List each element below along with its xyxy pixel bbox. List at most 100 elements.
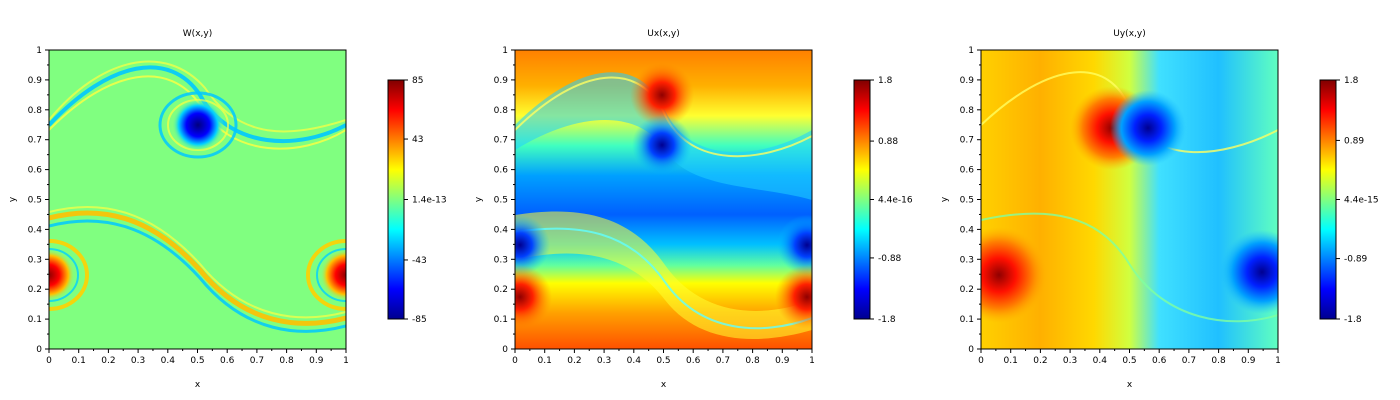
colorbar-tick-label: -0.88 (878, 254, 902, 264)
colorbar-tick-label: 0.89 (1344, 136, 1364, 146)
x-axis-label: x (1127, 380, 1133, 390)
x-tick-label: 0.5 (190, 356, 204, 366)
x-tick-label: 0.5 (1122, 356, 1136, 366)
x-tick-label: 0.7 (716, 356, 730, 366)
x-tick-label: 0.9 (1241, 356, 1256, 366)
plot-panel-uy: Uy(x,y) 0 0.1 0.2 0.3 0.4 0.5 0.6 0.7 0.8 0.9 1 0 0.… (940, 29, 1379, 390)
y-axis-label: y (8, 196, 18, 202)
y-tick-label: 0.2 (28, 285, 42, 295)
x-tick-label: 0.3 (1063, 356, 1077, 366)
x-tick-label: 0.3 (131, 356, 145, 366)
x-tick-label: 0.5 (656, 356, 670, 366)
colorbar-tick-label: 1.8 (878, 76, 893, 86)
y-tick-label: 0 (502, 345, 508, 355)
x-tick-label: 0.7 (1182, 356, 1196, 366)
y-tick-label: 0.6 (960, 166, 975, 176)
heatmap-field (981, 50, 1278, 349)
y-tick-label: 1 (968, 46, 974, 56)
x-tick-label: 0.8 (745, 356, 760, 366)
x-tick-label: 0.9 (775, 356, 790, 366)
colorbar-tick-label: 4.4e-16 (878, 196, 913, 206)
x-tick-label: 0.2 (101, 356, 115, 366)
y-tick-label: 0.2 (494, 285, 508, 295)
x-tick-label: 0.6 (686, 356, 701, 366)
y-tick-label: 0 (968, 345, 974, 355)
y-tick-label: 0.4 (960, 225, 975, 235)
y-tick-label: 0.4 (28, 225, 43, 235)
y-tick-label: 0.3 (28, 255, 42, 265)
x-tick-label: 0.1 (72, 356, 86, 366)
y-tick-label: 0.3 (960, 255, 974, 265)
y-axis-label: y (940, 196, 950, 202)
x-tick-label: 0.4 (1093, 356, 1108, 366)
x-tick-label: 0 (512, 356, 518, 366)
y-tick-label: 0.3 (494, 255, 508, 265)
y-tick-label: 0.8 (28, 106, 43, 116)
y-axis-label: y (474, 196, 484, 202)
x-tick-label: 0.7 (250, 356, 264, 366)
x-tick-label: 0.6 (220, 356, 235, 366)
colorbar-tick-label: 43 (412, 135, 423, 145)
colorbar-tick-label: -85 (412, 315, 427, 325)
plot-title: W(x,y) (183, 29, 212, 39)
y-tick-label: 0.1 (494, 315, 508, 325)
y-tick-label: 0.7 (494, 136, 508, 146)
colorbar-tick-label: -1.8 (878, 315, 896, 325)
x-axis-label: x (661, 380, 667, 390)
x-axis-label: x (195, 380, 201, 390)
y-tick-label: 0.9 (494, 76, 509, 86)
x-tick-label: 0.8 (1211, 356, 1226, 366)
plot-panel-w: W(x,y) 0 0.1 0.2 0.3 0.4 0.5 0.6 0.7 0.8 0. (8, 29, 447, 390)
x-tick-label: 0.2 (567, 356, 581, 366)
heatmap-field (49, 50, 346, 349)
colorbar (387, 79, 405, 320)
y-tick-label: 0.9 (28, 76, 43, 86)
y-tick-label: 0.2 (960, 285, 974, 295)
x-tick-label: 0 (978, 356, 984, 366)
plot-panel-ux: Ux(x,y) 0 0.1 0.2 0.3 0.4 0.5 0.6 0.7 0.8 0.9 1 0 0.… (474, 29, 913, 390)
colorbar-tick-label: 0.88 (878, 137, 898, 147)
colorbar-tick-label: 4.4e-15 (1344, 196, 1379, 206)
y-tick-label: 0.4 (494, 225, 509, 235)
y-tick-label: 0.9 (960, 76, 975, 86)
y-tick-label: 0 (36, 345, 42, 355)
x-tick-label: 1 (809, 356, 815, 366)
x-tick-label: 0.4 (627, 356, 642, 366)
colorbar-tick-label: 85 (412, 76, 423, 86)
y-tick-label: 0.6 (494, 166, 509, 176)
y-tick-label: 0.8 (494, 106, 509, 116)
x-tick-label: 0.9 (309, 356, 324, 366)
x-tick-label: 1 (1275, 356, 1281, 366)
y-tick-label: 0.5 (494, 196, 508, 206)
y-tick-label: 0.5 (960, 196, 974, 206)
y-tick-label: 0.7 (960, 136, 974, 146)
colorbar (1319, 79, 1337, 320)
colorbar-tick-label: 1.8 (1344, 76, 1359, 86)
colorbar-tick-label: -0.89 (1344, 255, 1368, 265)
plot-title: Uy(x,y) (1113, 29, 1145, 39)
colorbar-tick-label: 1.4e-13 (412, 196, 447, 206)
y-tick-label: 0.7 (28, 136, 42, 146)
x-tick-label: 0.6 (1152, 356, 1167, 366)
x-tick-label: 0 (46, 356, 52, 366)
y-tick-label: 0.5 (28, 196, 42, 206)
x-tick-label: 0.1 (1004, 356, 1018, 366)
y-tick-label: 0.1 (960, 315, 974, 325)
x-tick-label: 0.8 (279, 356, 294, 366)
x-tick-label: 0.3 (597, 356, 611, 366)
y-tick-label: 0.8 (960, 106, 975, 116)
x-tick-label: 1 (343, 356, 349, 366)
colorbar (853, 79, 871, 320)
y-tick-label: 0.6 (28, 166, 43, 176)
y-tick-label: 1 (36, 46, 42, 56)
plot-title: Ux(x,y) (647, 29, 679, 39)
heatmap-field (515, 50, 812, 349)
x-tick-label: 0.4 (161, 356, 176, 366)
y-tick-label: 0.1 (28, 315, 42, 325)
x-tick-label: 0.1 (538, 356, 552, 366)
colorbar-tick-label: -1.8 (1344, 315, 1362, 325)
x-tick-label: 0.2 (1033, 356, 1047, 366)
y-tick-label: 1 (502, 46, 508, 56)
colorbar-tick-label: -43 (412, 256, 427, 266)
